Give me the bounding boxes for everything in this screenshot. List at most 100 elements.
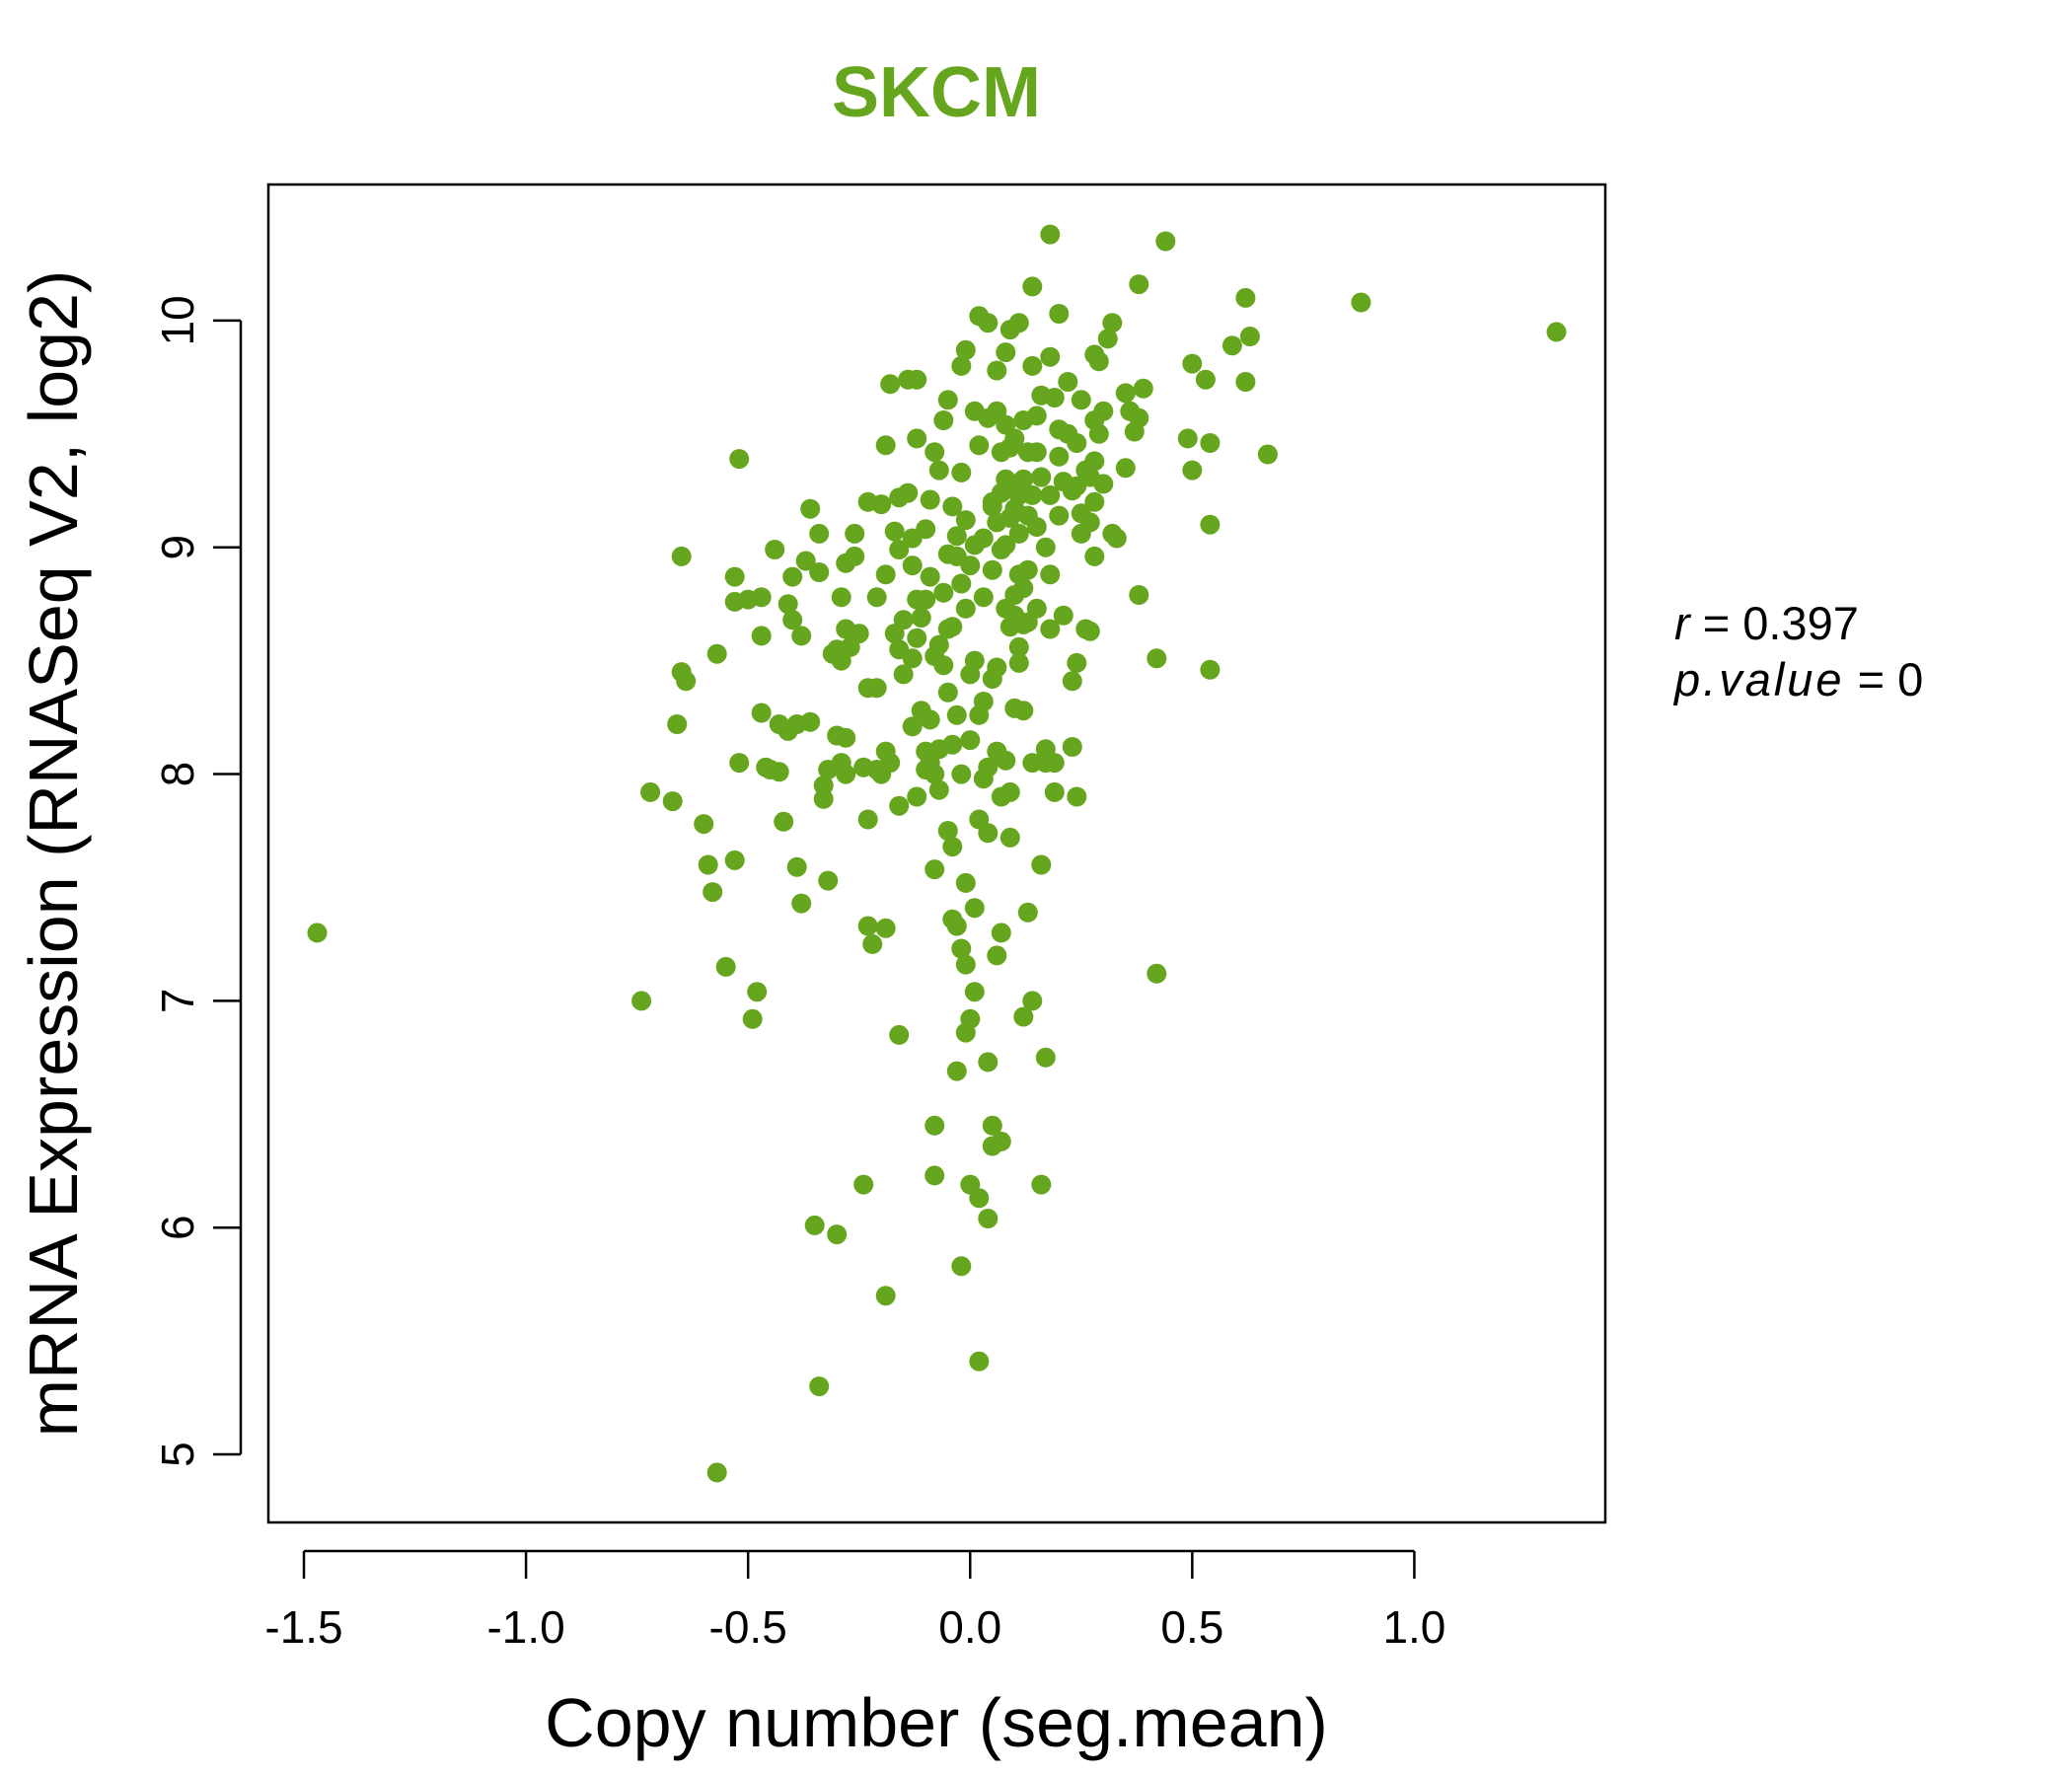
data-point: [845, 546, 865, 566]
data-point: [1102, 313, 1123, 333]
data-point: [800, 498, 821, 519]
data-point: [818, 870, 839, 891]
data-point: [907, 428, 927, 449]
data-point: [640, 781, 661, 802]
x-tick-label: -0.5: [709, 1601, 787, 1653]
data-point: [662, 791, 683, 812]
x-tick-label: 0.5: [1160, 1601, 1223, 1653]
data-point: [907, 628, 927, 648]
data-point: [1058, 372, 1078, 392]
data-point: [1084, 491, 1105, 512]
data-point: [1195, 369, 1216, 390]
data-point: [1182, 460, 1203, 481]
data-point: [751, 703, 772, 723]
data-point: [902, 716, 923, 737]
data-point: [747, 982, 768, 1002]
data-point: [853, 1174, 874, 1195]
data-point: [1026, 517, 1047, 537]
data-point: [978, 313, 999, 333]
data-point: [946, 916, 967, 936]
data-point: [715, 956, 736, 977]
data-point: [1017, 902, 1038, 923]
data-point: [1031, 854, 1052, 875]
data-point: [920, 709, 940, 730]
data-point: [928, 634, 949, 655]
data-point: [987, 657, 1007, 678]
data-point: [978, 1052, 999, 1073]
data-point: [951, 938, 972, 959]
data-point: [795, 551, 816, 571]
data-point: [955, 954, 976, 975]
data-point: [813, 776, 834, 796]
data-point: [1200, 514, 1221, 535]
data-point: [1093, 474, 1114, 494]
data-point: [724, 850, 745, 870]
data-point: [698, 854, 718, 875]
data-point: [866, 587, 887, 608]
data-point: [769, 762, 789, 782]
data-point: [951, 355, 972, 376]
data-point: [999, 781, 1020, 802]
data-point: [1079, 512, 1100, 533]
data-point: [1031, 467, 1052, 487]
y-axis: 5 6 7 8 9 10: [152, 295, 243, 1467]
data-point: [942, 496, 963, 517]
y-tick-label: 8: [152, 762, 203, 787]
data-point: [1239, 327, 1260, 346]
data-point: [1079, 621, 1100, 641]
data-point: [889, 1024, 910, 1045]
r-label: r: [1674, 597, 1692, 649]
data-point: [1013, 701, 1034, 721]
data-point: [1200, 659, 1221, 680]
data-point: [1257, 444, 1278, 465]
data-point: [1053, 605, 1073, 626]
data-point: [1049, 505, 1070, 526]
data-point: [951, 573, 972, 594]
data-point: [969, 1188, 990, 1209]
data-point: [866, 678, 887, 699]
data-point: [1040, 484, 1061, 505]
data-point: [1084, 451, 1105, 472]
data-point: [964, 898, 985, 919]
data-point: [1013, 469, 1034, 489]
y-tick-label: 5: [152, 1442, 203, 1467]
data-point: [831, 587, 851, 608]
data-point: [827, 1224, 848, 1245]
plot-frame: [266, 183, 1607, 1524]
data-point: [742, 1008, 763, 1029]
data-point: [875, 564, 896, 585]
data-point: [845, 523, 865, 544]
svg-text:r = 0.397: r = 0.397: [1674, 597, 1859, 649]
y-tick-label: 9: [152, 535, 203, 560]
data-point: [1013, 1006, 1034, 1027]
x-tick-label: -1.0: [486, 1601, 564, 1653]
data-point: [964, 982, 985, 1002]
data-point: [1008, 313, 1029, 333]
data-point: [813, 788, 834, 809]
data-point: [791, 893, 812, 914]
data-point: [809, 523, 830, 544]
data-point: [1097, 329, 1118, 349]
data-point: [307, 923, 328, 943]
data-point: [875, 435, 896, 456]
data-point: [1062, 737, 1082, 757]
data-point: [987, 945, 1007, 966]
data-point: [925, 442, 945, 463]
data-point: [933, 655, 954, 676]
data-point: [1155, 231, 1176, 252]
data-point: [1040, 224, 1061, 245]
data-point: [809, 562, 830, 582]
data-point: [1106, 528, 1127, 549]
data-point: [893, 664, 914, 685]
data-point: [902, 555, 923, 576]
data-point: [942, 734, 963, 755]
data-point: [880, 374, 901, 395]
data-point: [937, 390, 958, 410]
data-point: [765, 540, 785, 559]
y-tick-label: 6: [152, 1215, 203, 1240]
data-point: [933, 582, 954, 603]
data-point: [862, 933, 883, 954]
data-point: [1035, 537, 1056, 557]
data-point: [1115, 458, 1136, 479]
data-point: [898, 482, 919, 503]
